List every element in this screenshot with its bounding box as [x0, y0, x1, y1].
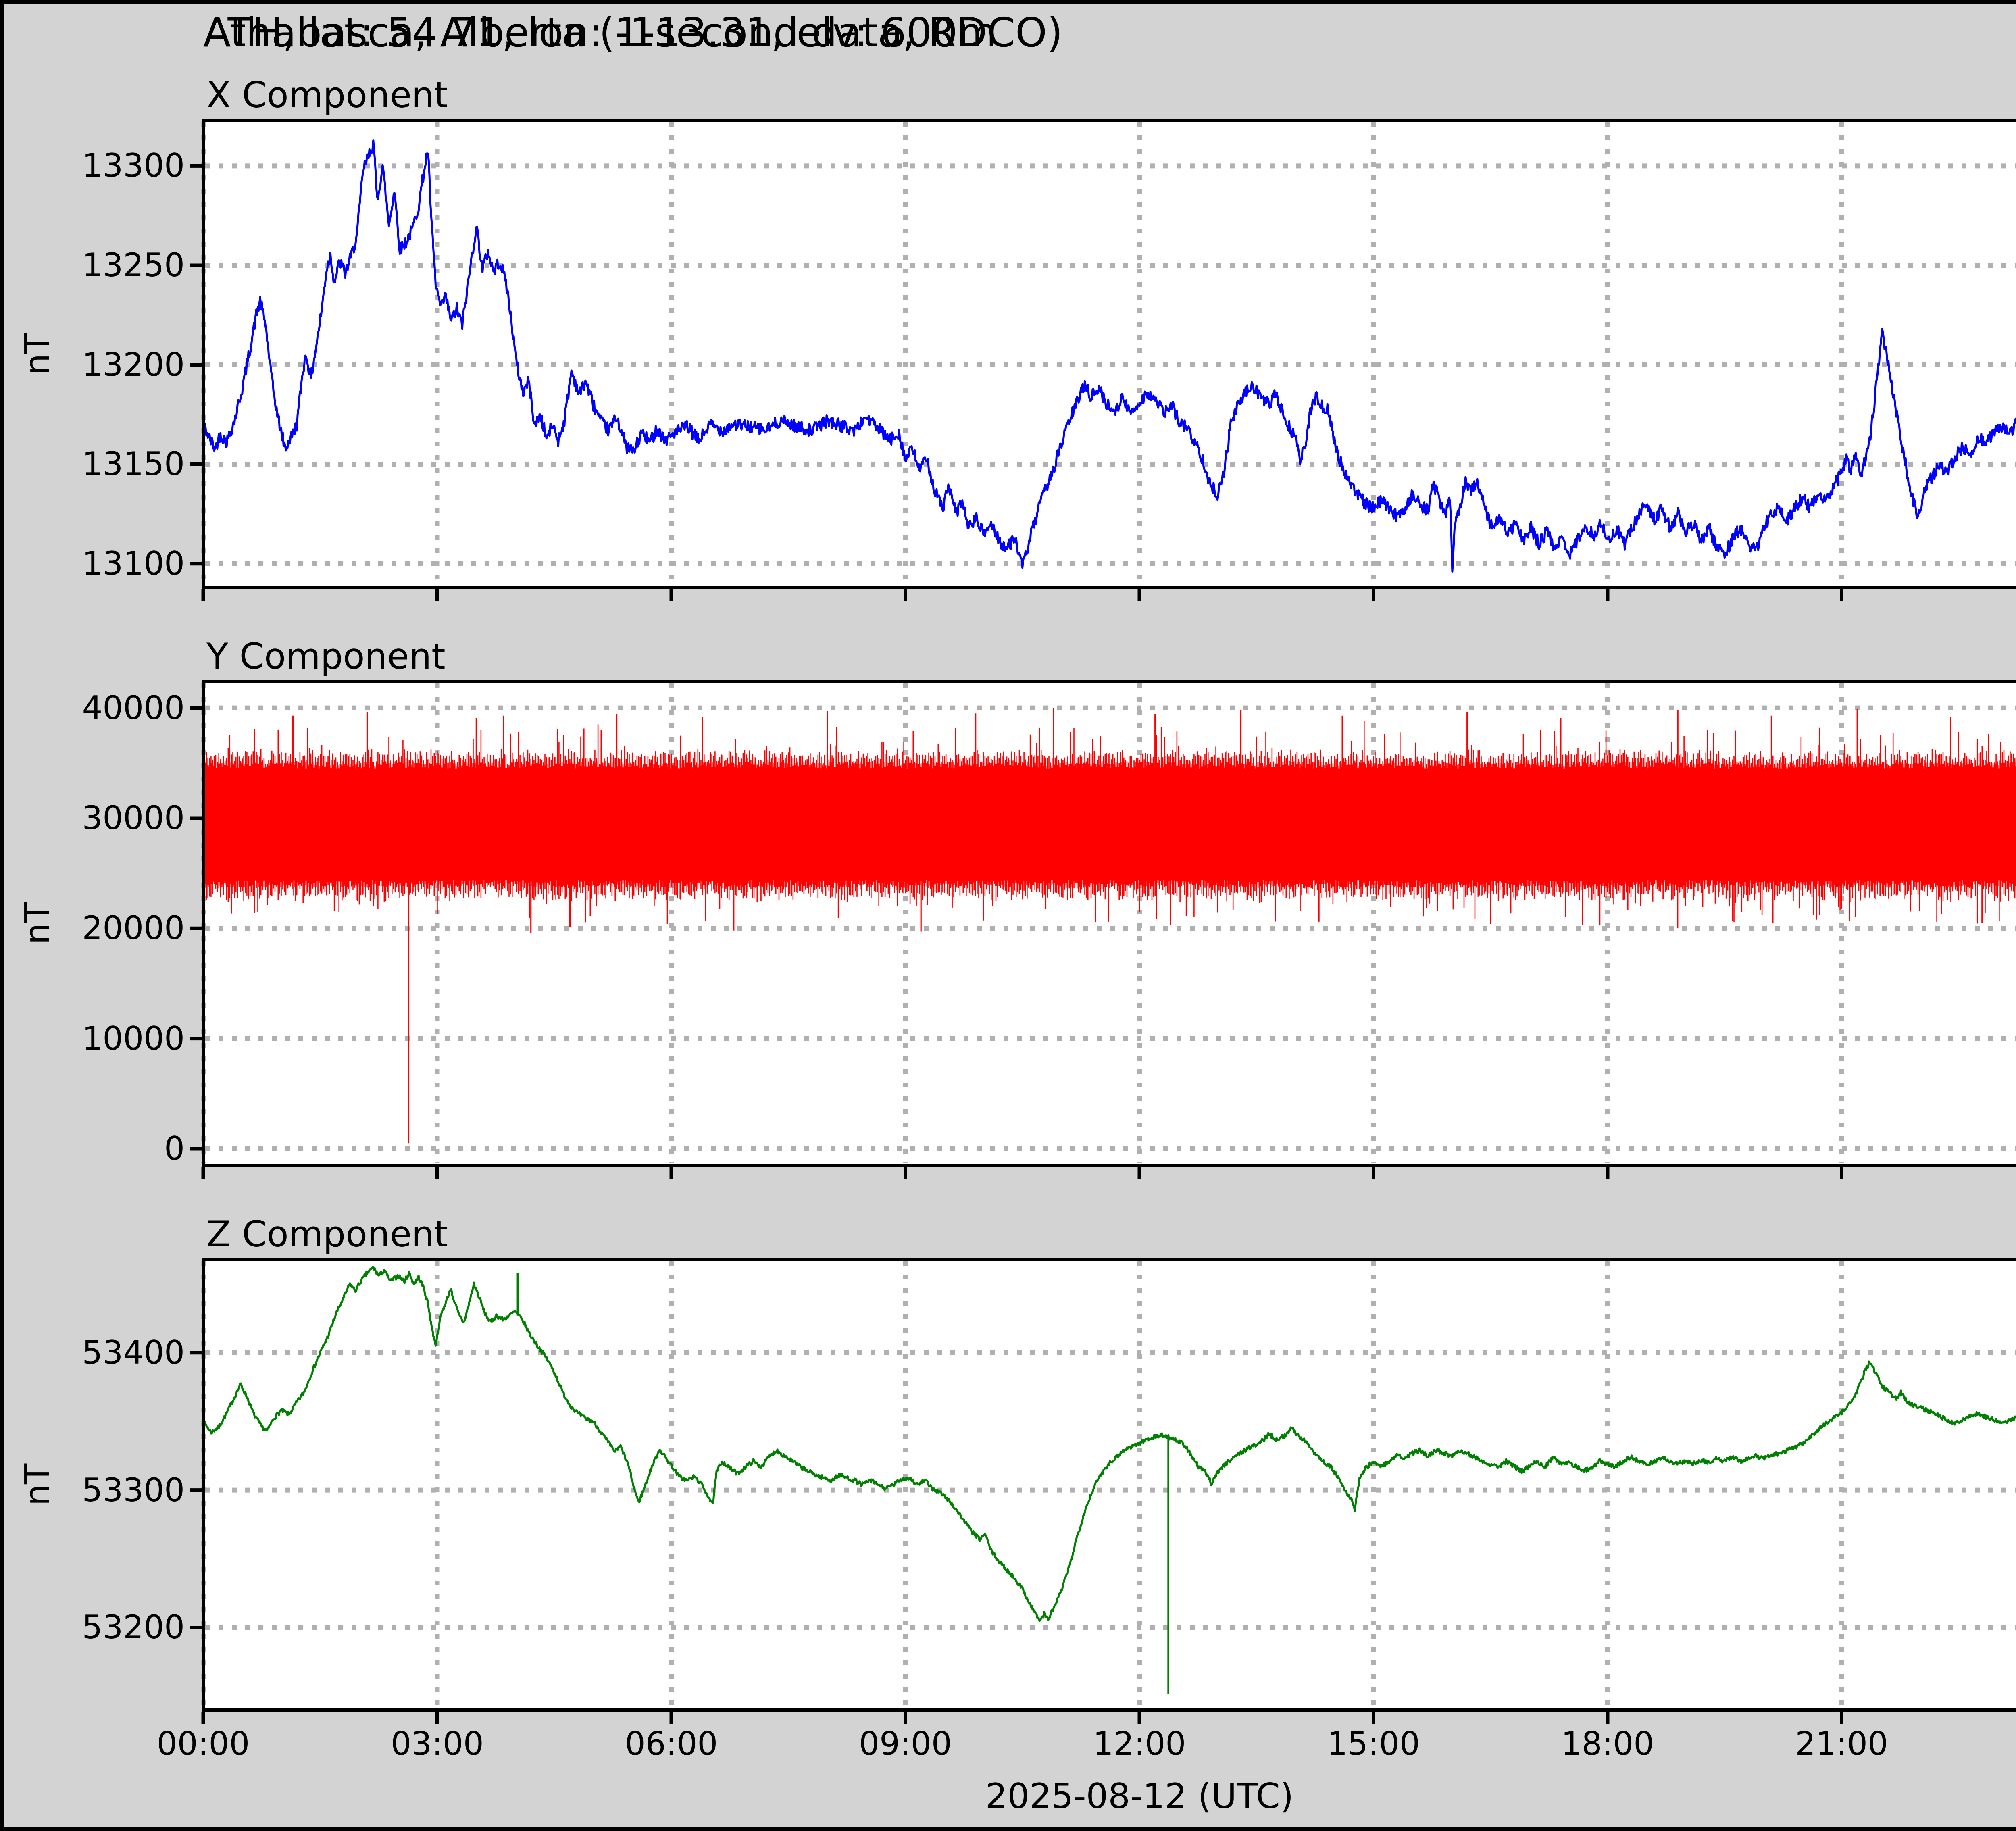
- y-tick-label: 40000: [82, 689, 185, 727]
- x-component-line: [203, 139, 2016, 573]
- x-tick-label: 06:00: [625, 1725, 718, 1762]
- series-z-component: [203, 1266, 2016, 1694]
- figure-title-line2: ATH, lat: 54.71, lon: -113.31, elv: 600m: [203, 9, 997, 56]
- y-tick-label: 30000: [82, 799, 185, 837]
- plot-frame: [202, 680, 2016, 1167]
- y-tick-label: 10000: [82, 1019, 185, 1057]
- plot-background: [203, 1259, 2016, 1710]
- x-tick-label: 18:00: [1561, 1725, 1654, 1762]
- gridlines: [201, 1261, 2016, 1708]
- y-noise-core: [203, 762, 2016, 888]
- y-tick-label: 13200: [82, 346, 185, 383]
- plot-background: [203, 120, 2016, 587]
- x-tick-label: 00:00: [156, 1725, 250, 1762]
- y-tick-label: 20000: [82, 909, 185, 947]
- subplot-title-x: X Component: [206, 74, 448, 116]
- series-x-component: [203, 139, 2016, 573]
- y-tick-label: 0: [164, 1129, 185, 1167]
- subplot-title-y: Y Component: [206, 635, 446, 677]
- y-tick-label: 13150: [82, 445, 185, 483]
- axis-ticks: [190, 164, 1843, 601]
- subplot-title-z: Z Component: [206, 1213, 448, 1255]
- x-tick-label: 03:00: [391, 1725, 484, 1762]
- x-tick-label: 15:00: [1327, 1725, 1420, 1762]
- z-component-line: [203, 1266, 2016, 1622]
- y-extreme-spikes: [292, 708, 1983, 1144]
- y-tick-label: 53200: [82, 1608, 185, 1646]
- plot-frame: [202, 1258, 2016, 1712]
- figure-title-line1: Athabasca, Alberta (1-second data, RDCO): [203, 9, 1063, 56]
- z-spikes: [516, 1273, 1169, 1694]
- x-axis-label: 2025-08-12 (UTC): [985, 1776, 1294, 1816]
- plot-frame: [202, 119, 2016, 589]
- y-tick-label: 13100: [82, 544, 185, 582]
- axis-ticks: [190, 1351, 1843, 1724]
- y-tick-label: 53400: [82, 1333, 185, 1371]
- axis-ticks: [190, 706, 1843, 1179]
- x-tick-label: 09:00: [859, 1725, 952, 1762]
- y-tick-label: 53300: [82, 1471, 185, 1509]
- series-y-component: [203, 708, 2016, 1144]
- gridlines: [201, 122, 2016, 585]
- y-tick-label: 13250: [82, 246, 185, 284]
- x-tick-label: 21:00: [1795, 1725, 1888, 1762]
- y-tick-label: 13300: [82, 147, 185, 185]
- x-tick-label: 12:00: [1093, 1725, 1186, 1762]
